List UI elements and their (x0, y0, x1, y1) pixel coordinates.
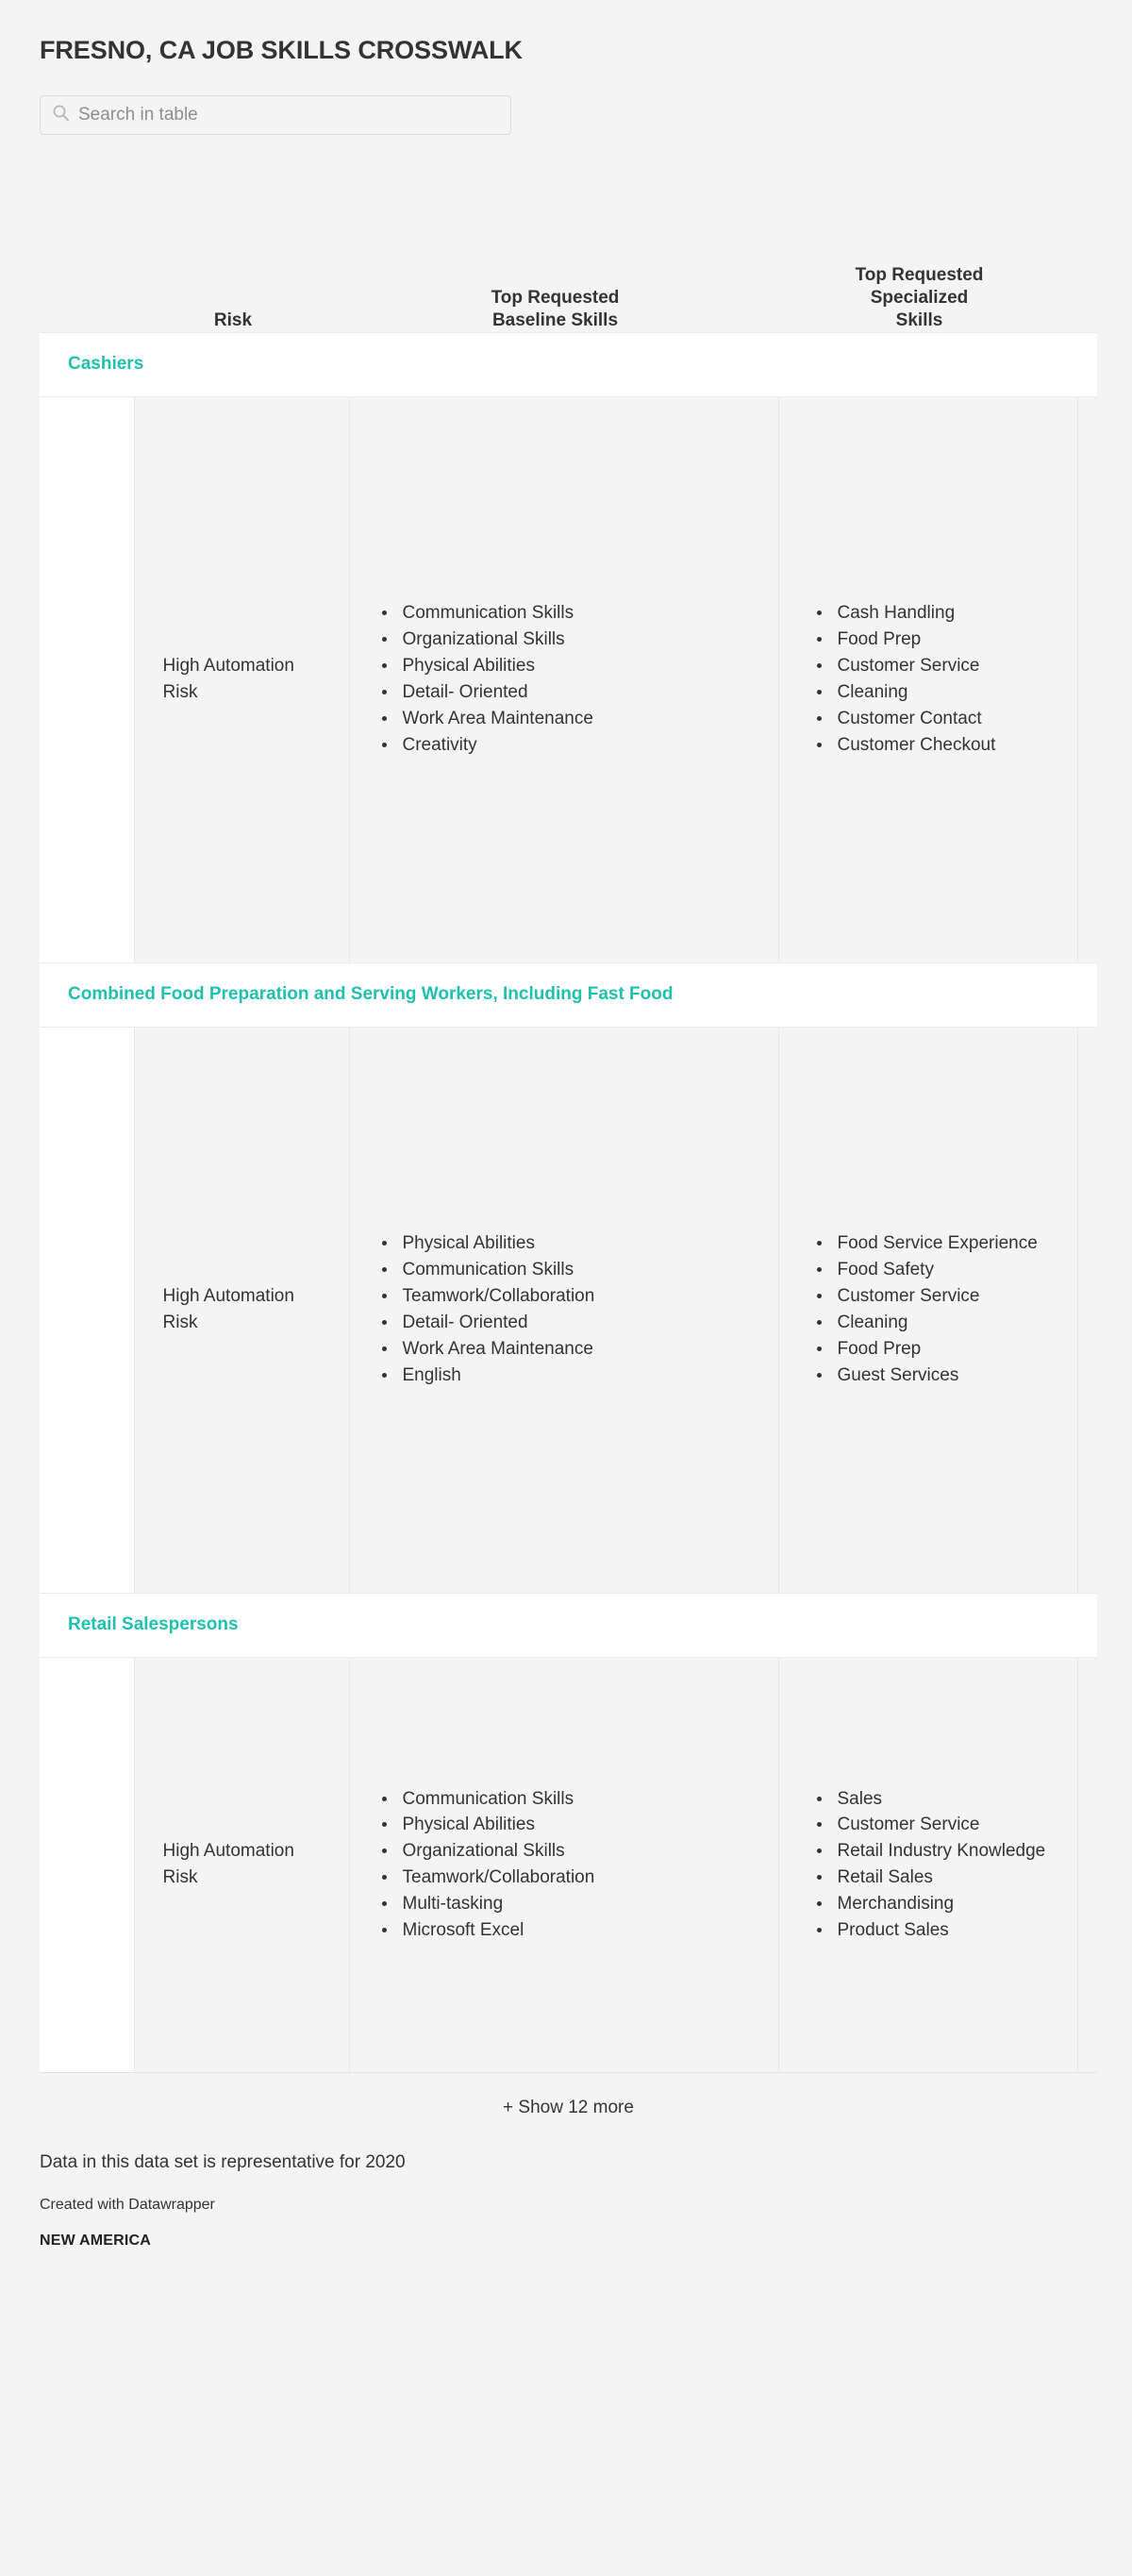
skill-item: Customer Contact (816, 706, 1064, 732)
specialized-skills-list: Cash Handling Food Prep Customer Service Cl… (779, 600, 1064, 759)
group-header-row[interactable]: Combined Food Preparation and Serving Wo… (40, 962, 1097, 1028)
search-icon (52, 104, 70, 126)
group-title: Retail Salespersons (68, 1614, 239, 1635)
search-box[interactable] (40, 95, 511, 136)
skill-item: Cash Handling (816, 600, 1064, 627)
group-header-cell[interactable]: Combined Food Preparation and Serving Wo… (40, 962, 1097, 1028)
column-header-specialized-skills[interactable]: Top Requested Specialized Skills (778, 167, 1077, 333)
risk-value: High Automation Risk (162, 656, 294, 703)
skill-item: Creativity (381, 732, 765, 759)
table-viewport: Risk Top Requested Baseline Skills Top R… (40, 167, 1097, 2073)
cell-specialized-skills: Cash Handling Food Prep Customer Service Cl… (778, 396, 1078, 963)
cell-risk: High Automation Risk (134, 1657, 350, 2073)
cell-highest-job-related-skills (1077, 1657, 1097, 2073)
footer-brand: NEW AMERICA (40, 2232, 152, 2249)
table-body: Cashiers High Automation Risk Communicat… (40, 331, 1097, 2073)
group-title: Cashiers (68, 354, 144, 375)
cell-baseline-skills: Physical Abilities Communication Skills Te… (349, 1027, 779, 1594)
cell-specialized-skills: Food Service Experience Food Safety Custom… (778, 1027, 1078, 1594)
cell-risk: High Automation Risk (134, 396, 350, 963)
column-header-specialized-line2: Specialized (870, 287, 969, 308)
table-row: High Automation Risk Physical Abilities C… (40, 1027, 1097, 1594)
column-header-baseline-line2: Baseline Skills (491, 309, 619, 330)
risk-value: High Automation Risk (162, 1841, 294, 1888)
table-header-row: Risk Top Requested Baseline Skills Top R… (40, 167, 1097, 333)
group-header-row[interactable]: Cashiers (40, 331, 1097, 397)
search-input[interactable] (78, 96, 499, 135)
column-header-baseline-skills[interactable]: Top Requested Baseline Skills (349, 167, 778, 333)
skill-item: Product Sales (816, 1917, 1064, 1944)
skill-item: Communication Skills (381, 1257, 765, 1283)
column-header-specialized-line1: Top Requested (855, 264, 984, 285)
skill-item: Cleaning (816, 1310, 1064, 1336)
column-header-risk[interactable]: Risk (134, 167, 349, 333)
cell-specialized-skills: Sales Customer Service Retail Industry Kno… (778, 1657, 1078, 2073)
baseline-skills-list: Communication Skills Physical Abilities Or… (350, 1786, 765, 1945)
specialized-skills-list: Sales Customer Service Retail Industry Kno… (779, 1786, 1064, 1945)
skill-item: Food Safety (816, 1257, 1064, 1283)
skill-item: Customer Service (816, 1812, 1064, 1838)
group-header-row[interactable]: Retail Salespersons (40, 1592, 1097, 1658)
row-gutter (40, 1657, 135, 2073)
group-header-cell[interactable]: Retail Salespersons (40, 1592, 1097, 1658)
skill-item: Guest Services (816, 1363, 1064, 1389)
group-header-cell[interactable]: Cashiers (40, 331, 1097, 397)
skill-item: Customer Service (816, 653, 1064, 679)
cell-baseline-skills: Communication Skills Organizational Skill… (349, 396, 779, 963)
skill-item: Sales (816, 1786, 1064, 1813)
header-spacer (40, 167, 134, 333)
skill-item: Cleaning (816, 679, 1064, 706)
cell-highest-job-related-skills (1077, 1027, 1097, 1594)
skills-crosswalk-table: Risk Top Requested Baseline Skills Top R… (40, 167, 1097, 2073)
skill-item: Communication Skills (381, 1786, 765, 1813)
baseline-skills-list: Communication Skills Organizational Skill… (350, 600, 765, 759)
skill-item: Food Prep (816, 1336, 1064, 1363)
skill-item: Work Area Maintenance (381, 1336, 765, 1363)
cell-baseline-skills: Communication Skills Physical Abilities Or… (349, 1657, 779, 2073)
footer: Data in this data set is representative … (40, 2118, 1092, 2250)
skill-item: Customer Checkout (816, 732, 1064, 759)
row-gutter (40, 1027, 135, 1594)
risk-value: High Automation Risk (162, 1286, 294, 1333)
skill-item: Teamwork/Collaboration (381, 1865, 765, 1891)
table-head: Risk Top Requested Baseline Skills Top R… (40, 167, 1097, 333)
column-header-highest-job-related-skills[interactable]: Hi Jo Re Sk (1077, 167, 1097, 333)
column-header-risk-label: Risk (213, 309, 253, 330)
skill-item: Organizational Skills (381, 1838, 765, 1865)
baseline-skills-list: Physical Abilities Communication Skills Te… (350, 1230, 765, 1389)
skill-item: Organizational Skills (381, 627, 765, 653)
skill-item: Food Service Experience (816, 1230, 1064, 1257)
footer-credit[interactable]: Created with Datawrapper (40, 2196, 215, 2213)
skill-item: Physical Abilities (381, 1812, 765, 1838)
skill-item: Retail Industry Knowledge (816, 1838, 1064, 1865)
skill-item: Teamwork/Collaboration (381, 1283, 765, 1310)
cell-risk: High Automation Risk (134, 1027, 350, 1594)
skill-item: Food Prep (816, 627, 1064, 653)
skill-item: Detail- Oriented (381, 679, 765, 706)
skill-item: Retail Sales (816, 1865, 1064, 1891)
skill-item: Communication Skills (381, 600, 765, 627)
group-title: Combined Food Preparation and Serving Wo… (68, 984, 674, 1005)
table-row: High Automation Risk Communication Skill… (40, 1657, 1097, 2073)
skill-item: Microsoft Excel (381, 1917, 765, 1944)
row-gutter (40, 396, 135, 963)
skill-item: Merchandising (816, 1891, 1064, 1917)
skill-item: Physical Abilities (381, 653, 765, 679)
column-header-baseline-line1: Top Requested (491, 287, 620, 308)
page-title: FRESNO, CA JOB SKILLS CROSSWALK (40, 36, 523, 64)
skill-item: Detail- Oriented (381, 1310, 765, 1336)
skill-item: Multi-tasking (381, 1891, 765, 1917)
cell-highest-job-related-skills (1077, 396, 1097, 963)
footer-note: Data in this data set is representative … (40, 2152, 406, 2173)
column-header-specialized-line3: Skills (895, 309, 943, 330)
show-more-container: + Show 12 more (40, 2072, 1097, 2118)
skill-item: English (381, 1363, 765, 1389)
skill-item: Physical Abilities (381, 1230, 765, 1257)
specialized-skills-list: Food Service Experience Food Safety Custom… (779, 1230, 1064, 1389)
table-row: High Automation Risk Communication Skill… (40, 396, 1097, 963)
skill-item: Work Area Maintenance (381, 706, 765, 732)
show-more-button[interactable]: + Show 12 more (503, 2098, 634, 2118)
skill-item: Customer Service (816, 1283, 1064, 1310)
